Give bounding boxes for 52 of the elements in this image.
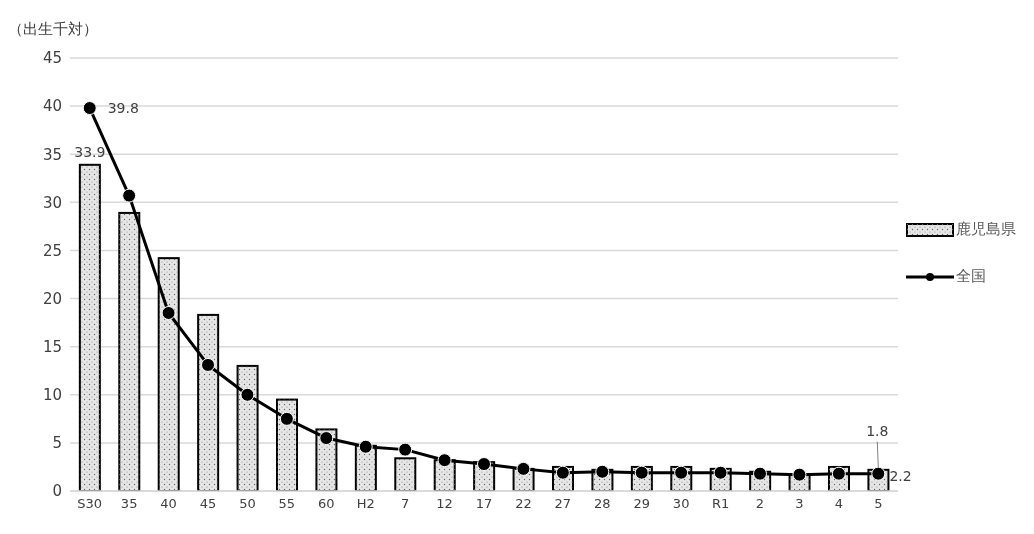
- x-tick-label: H2: [356, 496, 375, 512]
- data-label: 1.8: [866, 422, 889, 439]
- x-tick-label: 7: [401, 496, 410, 512]
- x-tick-label: 28: [594, 496, 611, 512]
- y-tick-label: 40: [42, 97, 62, 116]
- y-tick-label: 15: [42, 337, 62, 356]
- x-tick-label: 5: [874, 496, 883, 512]
- x-tick-label: 60: [318, 496, 335, 512]
- point: [279, 411, 294, 426]
- x-tick-label: 3: [795, 496, 804, 512]
- x-tick-label: 4: [834, 496, 843, 512]
- point: [240, 387, 255, 402]
- point: [358, 439, 373, 454]
- point: [122, 188, 137, 203]
- x-tick-label: S30: [77, 496, 103, 512]
- x-tick-label: 40: [160, 496, 177, 512]
- y-tick-label: 0: [52, 482, 62, 501]
- x-tick-label: 17: [475, 496, 493, 512]
- data-label: 39.8: [107, 100, 139, 117]
- point: [82, 101, 97, 116]
- y-axis-title: （出生千対）: [8, 20, 98, 39]
- point: [437, 453, 452, 468]
- data-label: 33.9: [74, 143, 106, 160]
- point: [398, 442, 413, 457]
- x-tick-label: 27: [554, 496, 572, 512]
- x-tick-label: 35: [120, 496, 138, 512]
- point: [201, 357, 215, 372]
- x-tick-label: R1: [711, 496, 730, 512]
- x-tick-label: 50: [239, 496, 256, 512]
- x-tick-label: 55: [278, 496, 296, 512]
- point: [319, 431, 334, 446]
- x-tick-label: 12: [436, 496, 453, 512]
- legend-label: 全国: [956, 267, 986, 286]
- point: [516, 461, 531, 476]
- point: [792, 467, 807, 482]
- point: [595, 464, 610, 479]
- x-tick-label: 22: [515, 496, 532, 512]
- x-tick-label: 2: [755, 496, 765, 512]
- data-label: 2.2: [889, 467, 912, 484]
- point: [477, 457, 491, 472]
- y-tick-label: 5: [52, 434, 62, 453]
- y-tick-label: 20: [42, 289, 62, 308]
- point: [161, 305, 176, 320]
- x-tick-label: 45: [199, 496, 217, 512]
- y-tick-label: 30: [42, 193, 62, 212]
- y-tick-label: 25: [42, 241, 62, 260]
- legend-label: 鹿児島県: [956, 220, 1016, 239]
- y-tick-label: 10: [42, 386, 62, 405]
- x-tick-label: 30: [672, 496, 690, 512]
- x-tick-label: 29: [633, 496, 650, 512]
- y-tick-label: 45: [42, 49, 62, 68]
- y-tick-label: 35: [42, 145, 62, 164]
